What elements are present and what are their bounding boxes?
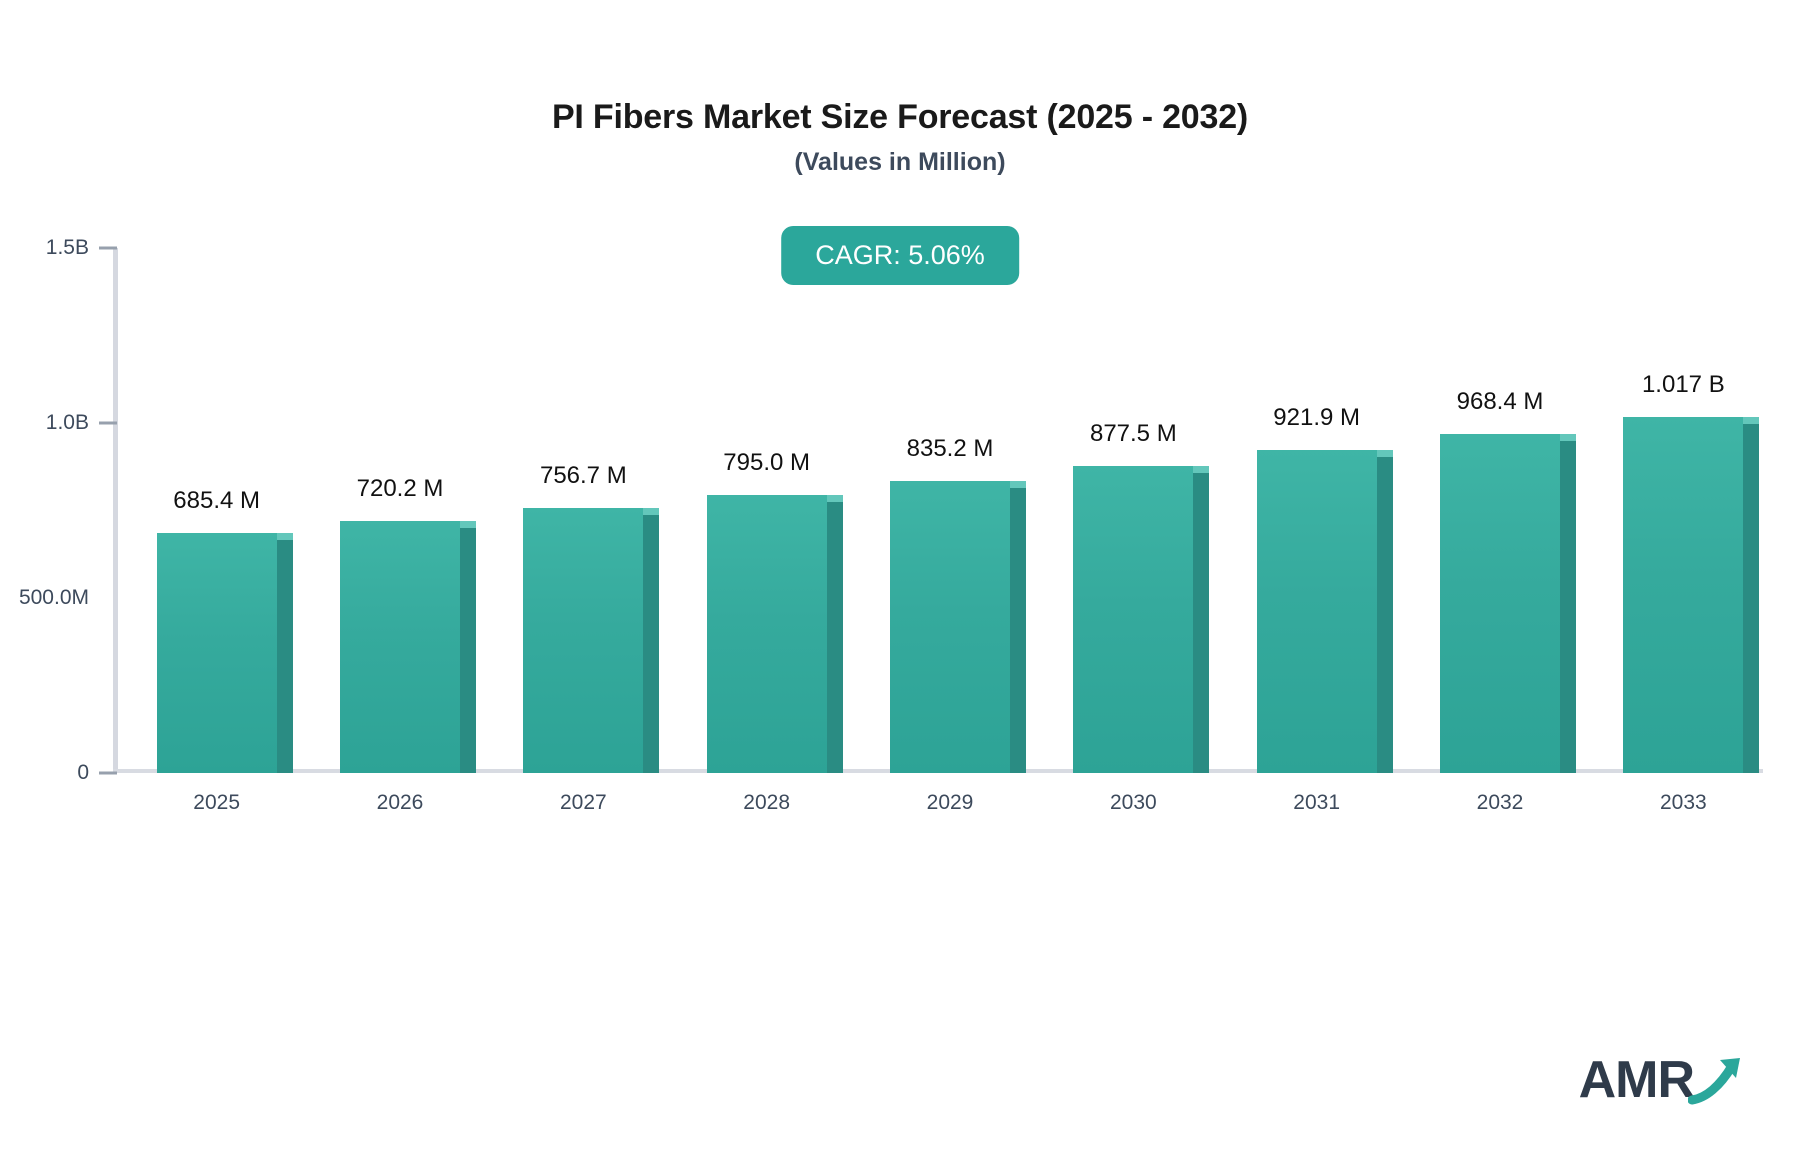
- x-tick-label-2027: 2027: [559, 791, 607, 814]
- bar-side-face: [460, 527, 476, 773]
- amr-logo-text: AMR: [1578, 1051, 1695, 1109]
- bar-side-face: [1560, 441, 1576, 773]
- cagr-badge: CAGR: 5.06%: [781, 226, 1019, 285]
- bar-value-label: 921.9 M: [1273, 404, 1361, 432]
- bar-2030[interactable]: 877.5 M 2030: [1073, 420, 1210, 814]
- bar-value-label: 756.7 M: [539, 462, 627, 490]
- bar-front-face: [340, 520, 460, 773]
- bar-value-label: 795.0 M: [723, 448, 811, 476]
- bar-side-face: [1743, 424, 1760, 773]
- bar-2027[interactable]: 756.7 M 2027: [523, 462, 660, 814]
- bar-value-label: 720.2 M: [356, 474, 444, 502]
- x-tick-label-2032: 2032: [1476, 791, 1524, 814]
- bar-top-face: [1376, 450, 1393, 458]
- growth-arrow-icon: [1687, 1054, 1746, 1106]
- bar-2026[interactable]: 720.2 M 2026: [340, 475, 476, 814]
- chart-subtitle: (Values in Million): [794, 148, 1006, 176]
- bar-side-face: [1193, 472, 1210, 773]
- bar-top-face: [1193, 465, 1210, 473]
- bar-top-face: [460, 520, 476, 528]
- bar-value-label: 877.5 M: [1089, 419, 1177, 447]
- x-tick-label-2033: 2033: [1659, 791, 1707, 814]
- bar-front-face: [523, 508, 644, 773]
- bar-2025[interactable]: 685.4 M 2025: [156, 487, 293, 814]
- bar-top-face: [643, 508, 660, 516]
- bar-2029[interactable]: 835.2 M 2029: [890, 435, 1026, 814]
- bar-front-face: [706, 494, 827, 773]
- bar-front-face: [1073, 465, 1194, 773]
- bar-front-face: [1256, 450, 1377, 773]
- y-tick-mark: [99, 421, 117, 425]
- bar-side-face: [1376, 457, 1393, 773]
- y-tick-mark: [99, 246, 117, 250]
- bar-value-label: 968.4 M: [1456, 388, 1544, 416]
- bar-top-face: [276, 533, 293, 541]
- bar-top-face: [1010, 480, 1026, 488]
- bar-front-face: [890, 480, 1010, 773]
- chart-title: PI Fibers Market Size Forecast (2025 - 2…: [551, 98, 1249, 136]
- bar-top-face: [1743, 417, 1760, 425]
- y-tick-label: 500.0M: [18, 586, 89, 609]
- y-tick-label: 0: [77, 761, 117, 785]
- y-axis-line: [113, 248, 118, 773]
- x-tick-label-2031: 2031: [1293, 791, 1341, 814]
- y-tick-label: 1.0B: [46, 411, 117, 435]
- bar-value-label: 685.4 M: [173, 487, 261, 515]
- bar-2033[interactable]: 1.017 B 2033: [1623, 371, 1760, 814]
- x-tick-label-2028: 2028: [743, 791, 791, 814]
- y-tick-label: 1.5B: [46, 236, 117, 260]
- plot-area: 0 500.0M 1.0B 1.5B 685.4 M 2025 720.2 M 2026 75…: [19, 236, 1763, 814]
- bar-front-face: [1440, 434, 1560, 773]
- x-tick-label-2030: 2030: [1109, 791, 1157, 814]
- bar-2032[interactable]: 968.4 M 2032: [1440, 388, 1576, 814]
- bar-value-label: 835.2 M: [906, 434, 994, 462]
- bar-side-face: [826, 501, 843, 773]
- bar-2031[interactable]: 921.9 M 2031: [1256, 404, 1393, 814]
- bar-value-label: 1.017 B: [1641, 371, 1725, 399]
- x-tick-label-2029: 2029: [926, 791, 974, 814]
- bar-top-face: [826, 494, 843, 502]
- bar-front-face: [1623, 417, 1744, 773]
- bar-2028[interactable]: 795.0 M 2028: [706, 449, 843, 814]
- bar-side-face: [643, 515, 660, 773]
- y-tick-mark: [99, 771, 117, 775]
- bar-top-face: [1560, 434, 1576, 442]
- bar-side-face: [276, 540, 293, 773]
- x-tick-label-2025: 2025: [193, 791, 241, 814]
- bar-front-face: [156, 533, 277, 773]
- x-tick-label-2026: 2026: [376, 791, 424, 814]
- amr-logo: AMR: [1579, 1054, 1746, 1106]
- bar-side-face: [1010, 487, 1026, 773]
